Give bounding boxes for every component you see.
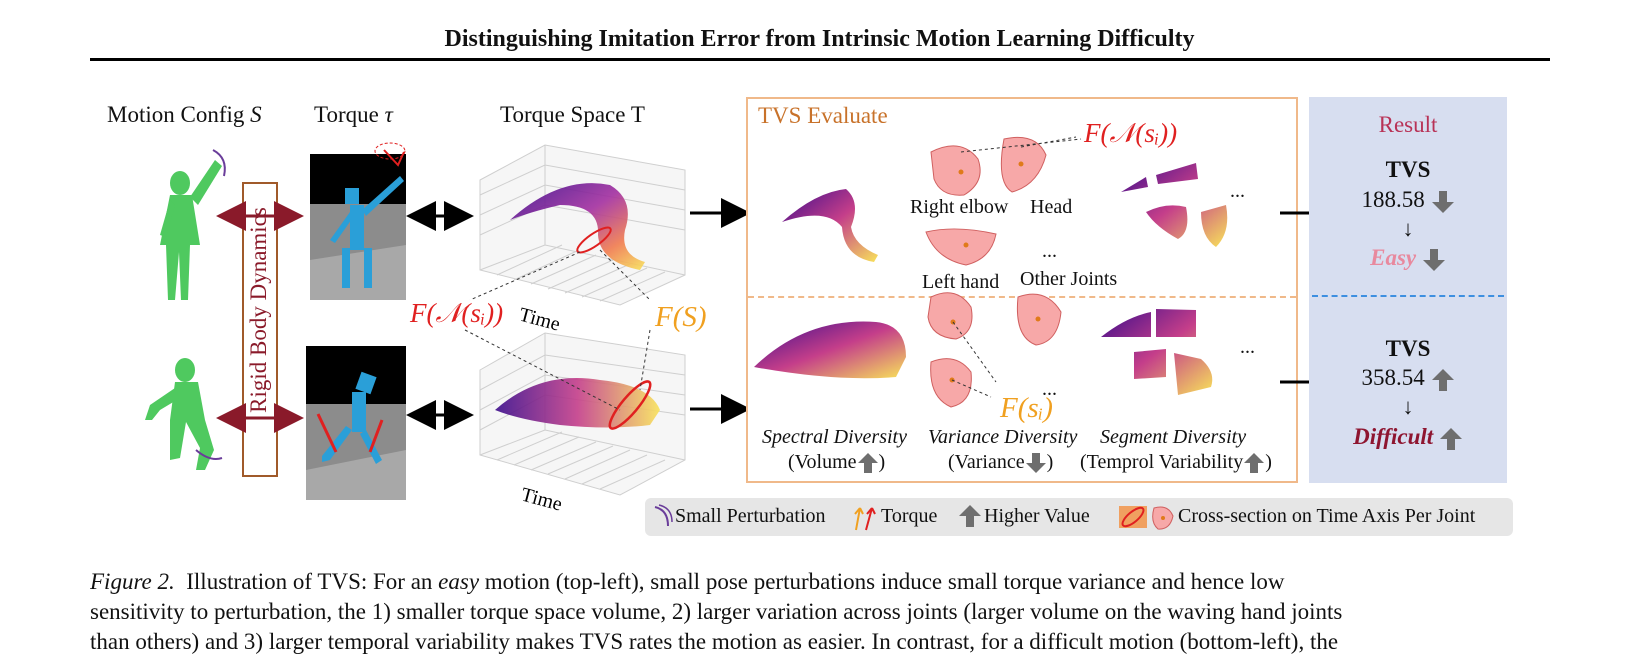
result-top-value: 188.58 (1361, 187, 1425, 212)
metric-variance-name: Variance Diversity (928, 426, 1078, 448)
torque-header: Torque τ (314, 102, 393, 128)
down-arrow-icon (1025, 453, 1046, 474)
result-bottom-verdict-row: Difficult (1309, 424, 1507, 451)
joint-label-right-elbow: Right elbow (910, 196, 1009, 218)
down-arrow-icon (1431, 190, 1454, 213)
metric-variance-close: ) (1046, 451, 1054, 473)
cross-section-icon (925, 228, 997, 266)
robot-icon (306, 346, 406, 500)
legend-higher-value: Higher Value (984, 505, 1090, 527)
perturbation-arc-icon (212, 149, 226, 177)
metric-segment-sub-text: (Temprol Variability (1080, 451, 1244, 473)
figure-title: Distinguishing Imitation Error from Intr… (444, 26, 1195, 52)
robot-icon (310, 142, 406, 300)
time-axis-label-top: Time (517, 304, 563, 336)
cross-section-icon (930, 145, 981, 196)
torque-space-plot-top (479, 144, 686, 306)
rigid-body-label: Rigid Body Dynamics (246, 207, 271, 413)
torque-space-header: Torque Space T (500, 102, 645, 127)
tvs-surface-bottom (754, 321, 906, 379)
torque-symbol: τ (384, 102, 393, 127)
tvs-surface-top (782, 189, 878, 262)
result-panel (1309, 97, 1507, 483)
torque-label: Torque (314, 102, 379, 127)
legend (645, 498, 1513, 536)
f-neighborhood-top: F(𝒩(sᵢ)) (1084, 118, 1178, 148)
result-top-down-arrow: ↓ (1402, 216, 1414, 241)
metric-variance-sub-text: (Variance (948, 451, 1025, 473)
caption-line-1: Figure 2. Illustration of TVS: For an ea… (90, 567, 1550, 597)
tvs-visuals (754, 136, 1228, 408)
down-arrow-icon (1422, 248, 1445, 271)
f-s-label: F(S) (655, 301, 707, 333)
up-arrow-icon (959, 505, 981, 527)
result-divider (1312, 295, 1504, 297)
up-arrow-icon (1439, 427, 1462, 450)
result-top-value-row: 188.58 (1309, 187, 1507, 214)
metric-spectral-sub-text: (Volume (788, 451, 857, 473)
result-bottom-down-arrow: ↓ (1402, 394, 1414, 419)
joint-label-head: Head (1030, 196, 1073, 218)
f-neighborhood-left: F(𝒩(sᵢ)) (410, 298, 504, 328)
caption-label: Figure 2. (90, 569, 175, 594)
metric-segment-name: Segment Diversity (1100, 426, 1247, 448)
caption-line1-b: motion (top-left), small pose perturbati… (484, 569, 1285, 594)
motion-config-header: Motion Config S (107, 102, 262, 128)
motion-config-label: Motion Config (107, 102, 245, 127)
up-arrow-icon (1431, 368, 1454, 391)
cross-section-icon (576, 226, 612, 254)
result-bottom-verdict: Difficult (1353, 424, 1434, 449)
legend-torque: Torque (881, 505, 938, 527)
caption-line1-em: easy (438, 569, 480, 594)
cross-section-icon (1119, 506, 1174, 530)
cross-section-icon (930, 358, 972, 408)
cross-section-icon (927, 292, 973, 340)
cross-section-icon (608, 380, 652, 430)
result-bottom-tvs-label: TVS (1385, 336, 1431, 361)
result-title: Result (1378, 112, 1438, 137)
tvs-segments-top (1121, 163, 1228, 247)
figure-illustration: Time Time (145, 142, 751, 516)
metric-segment-sub: (Temprol Variability) (1080, 451, 1272, 474)
connector-lines (464, 249, 651, 411)
result-bottom-value-row: 358.54 (1309, 365, 1507, 392)
metric-spectral-name: Spectral Diversity (762, 426, 907, 448)
time-axis-label-bottom: Time (519, 484, 565, 516)
ellipsis-segments-bottom: ... (1240, 336, 1255, 358)
torque-surface-bottom (495, 378, 660, 428)
tvs-evaluate-title: TVS Evaluate (758, 103, 888, 128)
perturbation-arc-icon (195, 449, 223, 460)
result-top-verdict-row: Easy (1309, 245, 1507, 272)
legend-cross-section: Cross-section on Time Axis Per Joint (1178, 505, 1476, 527)
metric-segment-close: ) (1265, 451, 1272, 473)
metric-variance-sub: (Variance) (948, 451, 1053, 474)
motion-config-symbol: S (250, 102, 262, 127)
up-arrow-icon (1244, 453, 1265, 474)
ellipsis-joints: ... (1042, 240, 1057, 262)
caption-line-2: sensitivity to perturbation, the 1) smal… (90, 599, 1343, 624)
humanoid-figure-icon (145, 358, 214, 470)
ellipsis-variance: ... (1042, 378, 1057, 400)
up-arrow-icon (857, 453, 878, 474)
tvs-segments-bottom (1101, 309, 1213, 395)
joint-label-other-joints: Other Joints (1020, 268, 1118, 290)
caption-line-3: than others) and 3) larger temporal vari… (90, 629, 1339, 654)
perturbation-arc-icon (654, 504, 673, 527)
metric-spectral-sub: (Volume) (788, 451, 885, 474)
cross-section-icon (1000, 136, 1047, 193)
f-si-label: F(sᵢ) (1000, 392, 1053, 424)
caption-line1-a: Illustration of TVS: For an (186, 569, 433, 594)
result-top-tvs-label: TVS (1385, 157, 1431, 182)
legend-small-perturbation: Small Perturbation (675, 505, 826, 527)
joint-label-left-hand: Left hand (922, 271, 1000, 293)
torque-arrow-icon (854, 507, 876, 531)
torque-surface-top (510, 183, 645, 270)
ellipsis-segments-top: ... (1230, 180, 1245, 202)
metric-spectral-close: ) (878, 451, 886, 473)
result-top-verdict: Easy (1370, 245, 1417, 270)
result-bottom-value: 358.54 (1361, 365, 1425, 390)
title-rule (90, 58, 1550, 61)
humanoid-figure-icon (160, 160, 222, 300)
